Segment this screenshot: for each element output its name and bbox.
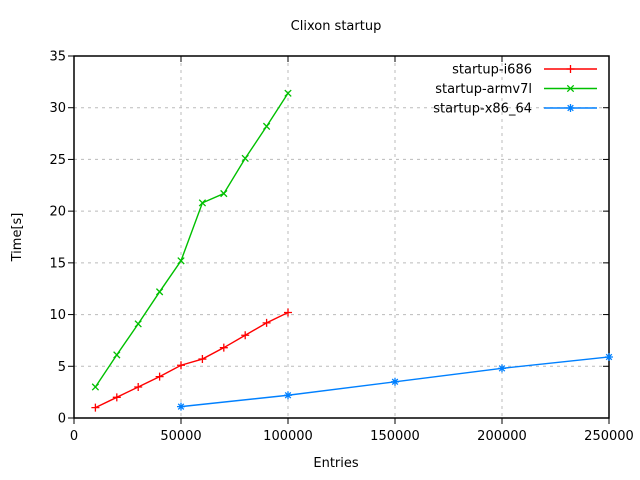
y-tick-label: 25 (49, 153, 66, 168)
x-tick-label: 250000 (584, 429, 634, 444)
legend: startup-i686 startup-armv7l startup-x86_64 (433, 63, 597, 117)
plus-marker (284, 308, 292, 317)
cross-marker (177, 257, 185, 265)
y-tick-label: 30 (49, 101, 66, 116)
grid (74, 56, 609, 418)
series-line (94, 92, 289, 388)
asterisk-marker (177, 402, 185, 411)
cross-marker (284, 89, 292, 97)
plus-marker (155, 372, 164, 381)
y-tick-label: 0 (58, 412, 66, 427)
plus-marker (177, 361, 185, 370)
series-line (95, 311, 289, 409)
cross-marker (220, 189, 228, 198)
asterisk-marker (566, 104, 575, 112)
plus-marker (134, 382, 143, 391)
series-startup-armv7l (91, 89, 292, 391)
plus-marker (262, 318, 271, 327)
cross-marker (198, 199, 207, 207)
cross-marker (91, 383, 100, 391)
plus-marker (112, 393, 121, 402)
legend-label: startup-x86_64 (433, 102, 532, 117)
legend-label: startup-armv7l (435, 82, 532, 97)
plus-marker (241, 331, 250, 340)
x-tick-label: 200000 (477, 429, 527, 444)
y-tick-label: 20 (49, 205, 66, 220)
plus-marker (91, 403, 100, 412)
asterisk-marker (498, 364, 506, 373)
plus-marker (198, 355, 207, 364)
ticks: 0 50000 100000 150000 200000 250000 0 5 10 15 20 25… (49, 50, 633, 445)
asterisk-marker (391, 377, 399, 386)
y-axis-label: Time[s] (10, 213, 25, 263)
x-tick-label: 100000 (263, 429, 313, 444)
asterisk-marker (605, 352, 613, 361)
y-tick-label: 10 (49, 308, 66, 323)
plus-marker (219, 343, 228, 352)
x-tick-label: 150000 (370, 429, 420, 444)
cross-marker (262, 122, 271, 130)
x-tick-label: 0 (70, 429, 78, 444)
series-startup-x86_64 (177, 352, 613, 411)
cross-marker (241, 154, 249, 163)
asterisk-marker (284, 391, 292, 400)
x-tick-label: 50000 (160, 429, 201, 444)
chart-title: Clixon startup (291, 19, 382, 34)
y-tick-label: 15 (49, 256, 66, 271)
y-tick-label: 5 (58, 360, 66, 375)
cross-marker (113, 351, 121, 359)
cross-marker (155, 288, 164, 296)
x-axis-label: Entries (313, 456, 359, 471)
cross-marker (134, 320, 142, 328)
cross-marker (566, 84, 575, 93)
legend-label: startup-i686 (452, 63, 532, 78)
plot-border (73, 55, 610, 419)
y-tick-label: 35 (49, 50, 66, 65)
series-startup-i686 (91, 308, 292, 412)
plus-marker (566, 65, 575, 73)
